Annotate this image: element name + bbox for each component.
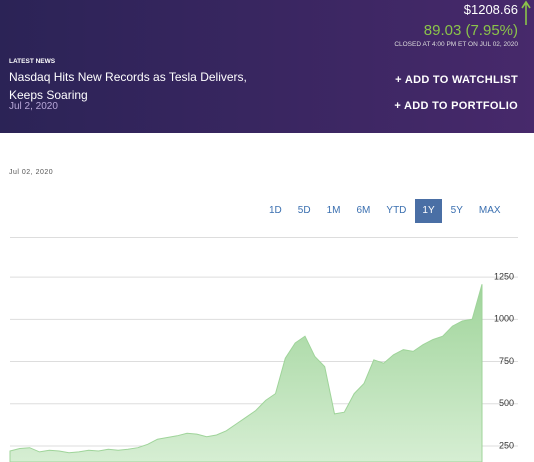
- range-button[interactable]: MAX: [478, 205, 501, 216]
- chart: 250 500 750 1000 1250: [9, 272, 518, 462]
- news-label: LATEST NEWS: [9, 58, 56, 65]
- y-tick-label: 1000: [494, 314, 514, 324]
- watchlist-button[interactable]: + ADD TO WATCHLIST: [395, 74, 518, 86]
- range-button[interactable]: 6M: [356, 205, 371, 216]
- date-label: Jul 02, 2020: [9, 169, 54, 176]
- y-tick-label: 500: [499, 398, 514, 408]
- range-button[interactable]: 1Y: [415, 199, 442, 223]
- portfolio-button[interactable]: + ADD TO PORTFOLIO: [394, 100, 518, 112]
- y-tick-label: 750: [499, 356, 514, 366]
- range-button[interactable]: 1D: [269, 205, 282, 216]
- header: $1208.66 89.03 (7.95%) CLOSED AT 4:00 PM…: [0, 0, 534, 133]
- news-title[interactable]: Nasdaq Hits New Records as Tesla Deliver…: [9, 70, 247, 102]
- range-selector: 1D 5D 1M 6M YTD 1Y 5Y MAX: [262, 199, 510, 223]
- y-tick-label: 1250: [494, 272, 514, 282]
- up-arrow: [521, 0, 531, 25]
- price-change: 89.03 (7.95%): [423, 22, 518, 39]
- price: $1208.66: [463, 2, 518, 17]
- y-tick-label: 250: [499, 440, 514, 450]
- range-button[interactable]: 1M: [326, 205, 341, 216]
- range-button[interactable]: YTD: [386, 205, 407, 216]
- news-date: Jul 2, 2020: [9, 101, 58, 112]
- separator: [10, 237, 518, 238]
- closed-note: CLOSED AT 4:00 PM ET ON JUL 02, 2020: [394, 41, 518, 48]
- price-area: [9, 284, 483, 462]
- range-button[interactable]: 5Y: [450, 205, 463, 216]
- range-button[interactable]: 5D: [297, 205, 311, 216]
